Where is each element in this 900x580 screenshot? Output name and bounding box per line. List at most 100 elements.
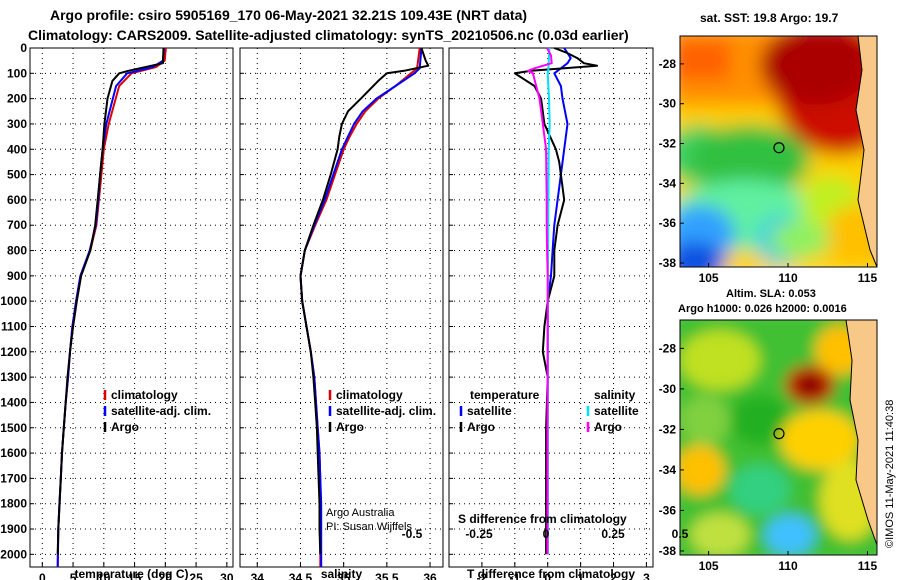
salinity-series-argo [299, 47, 430, 555]
temperature-xtick-label: 20 [159, 571, 173, 580]
diff-s-tick-label: 0.5 [672, 527, 689, 541]
difference-grid [449, 47, 653, 567]
sla-profile-location-marker [773, 428, 785, 440]
temperature-legend-label: satellite-adj. clim. [111, 404, 211, 418]
argo-credit-line: Argo Australia [326, 507, 395, 519]
depth-tick-label: 1500 [0, 421, 27, 435]
temperature-series-argo [56, 47, 165, 555]
sst_map-xtick-label: 110 [778, 271, 798, 285]
argo-credit-line: PI: Susan Wijffels [326, 521, 412, 533]
panel-temperature: 0 5 10 15 20 25 30 temperature (deg C) 0 100 200 30… [0, 41, 234, 580]
diff-legend-salinity-label: Argo [594, 420, 622, 434]
diff-legend-salinity-header: salinity [594, 388, 636, 402]
salinity-legend-label: Argo [336, 420, 364, 434]
sst-profile-location-marker [773, 142, 785, 154]
sla_map-ytick-label: -38 [659, 544, 677, 558]
figure-title-line2: Climatology: CARS2009. Satellite-adjuste… [28, 27, 629, 43]
sst-map-frame [679, 35, 878, 268]
difference-series-s-argo [527, 47, 553, 555]
depth-tick-label: 1300 [0, 370, 27, 384]
salinity-xtick-label: 34 [251, 571, 265, 580]
depth-tick-label: 700 [7, 218, 27, 232]
sla_map-xtick-label: 115 [858, 559, 878, 573]
difference-xtick-label: 3 [643, 571, 650, 580]
sla_map-ytick-label: -30 [659, 382, 677, 396]
difference-frame [448, 47, 654, 568]
depth-tick-label: 1200 [0, 345, 27, 359]
imos-credit: ©IMOS 11-May-2021 11:40:38 [884, 400, 896, 548]
depth-tick-label: 1800 [0, 497, 27, 511]
sla_map-xtick-label: 110 [778, 559, 798, 573]
sla_map-xtick-label: 105 [699, 559, 719, 573]
depth-tick-label: 900 [7, 269, 27, 283]
depth-tick-label: 2000 [0, 547, 27, 561]
difference-xtick-label: -1 [509, 571, 520, 580]
temperature-xlabel: temperature (deg C) [74, 567, 188, 580]
temperature-xtick-label: 25 [189, 571, 203, 580]
difference-xtick-label: 2 [610, 571, 617, 580]
diff-legend-temperature-header: temperature [470, 388, 540, 402]
depth-tick-label: 800 [7, 244, 27, 258]
diff-s-tick-label: 0 [543, 527, 550, 541]
temperature-xtick-label: 30 [220, 571, 234, 580]
diff-legend-temperature-label: Argo [467, 420, 495, 434]
sst-map-title: sat. SST: 19.8 Argo: 19.7 [700, 11, 839, 25]
depth-tick-label: 300 [7, 117, 27, 131]
sla_map-ytick-label: -32 [659, 422, 677, 436]
difference-xtick-label: 0 [544, 571, 551, 580]
depth-tick-label: 200 [7, 92, 27, 106]
sst_map-ytick-label: -38 [659, 256, 677, 270]
temperature-xtick-label: 5 [70, 571, 77, 580]
temperature-frame [29, 47, 234, 568]
salinity-xlabel: salinity [321, 567, 363, 580]
diff-s-tick-label: -0.5 [402, 527, 423, 541]
sst_map-xtick-label: 115 [858, 271, 878, 285]
panel-salinity: 34 34.5 35 35.5 36 salinity climatology satelli… [239, 47, 444, 580]
diff-s-tick-label: -0.25 [465, 527, 493, 541]
salinity-legend-label: satellite-adj. clim. [336, 404, 436, 418]
depth-tick-label: 1100 [1, 319, 27, 333]
salinity-xtick-label: 34.5 [289, 571, 313, 580]
difference-xtick-label: -2 [477, 571, 488, 580]
sla-map [680, 320, 877, 555]
depth-tick-label: 600 [7, 193, 27, 207]
sst_map-ytick-label: -34 [659, 176, 677, 190]
difference-xlabel: T difference from climatology [467, 567, 635, 580]
depth-tick-label: 500 [7, 168, 27, 182]
temperature-xtick-label: 0 [39, 571, 46, 580]
sla_map-ytick-label: -34 [659, 463, 677, 477]
diff-legend-salinity-label: satellite [594, 404, 639, 418]
temperature-legend-label: Argo [111, 420, 139, 434]
figure-title-line1: Argo profile: csiro 5905169_170 06-May-2… [50, 7, 527, 23]
diff-legend-temperature-label: satellite [467, 404, 512, 418]
depth-tick-label: 1000 [0, 294, 27, 308]
salinity-xtick-label: 35.5 [375, 571, 399, 580]
temperature-xtick-label: 10 [97, 571, 111, 580]
temperature-legend-label: climatology [111, 388, 178, 402]
sla-map-frame [679, 319, 878, 556]
sla-map-subtitle: Argo h1000: 0.026 h2000: 0.0016 [678, 303, 847, 315]
panel-difference: -2 -1 0 1 2 3 T difference from climatology tem… [402, 47, 689, 580]
salinity-legend-label: climatology [336, 388, 403, 402]
diff-s-tick-label: 0.25 [601, 527, 625, 541]
sla-map-title: Altim. SLA: 0.053 [726, 288, 816, 300]
depth-tick-label: 1400 [0, 395, 27, 409]
sst_map-ytick-label: -30 [659, 97, 677, 111]
temperature-series-climatology [56, 47, 167, 568]
depth-tick-label: 1600 [0, 446, 27, 460]
sst_map-ytick-label: -36 [659, 216, 677, 230]
difference-series-t-argo [513, 47, 599, 555]
depth-tick-label: 400 [7, 142, 27, 156]
diff-xlabel-salinity: S difference from climatology [458, 512, 627, 526]
depth-tick-label: 0 [20, 41, 27, 55]
temperature-xtick-label: 15 [128, 571, 142, 580]
difference-xtick-label: 1 [577, 571, 584, 580]
sst_map-ytick-label: -28 [659, 57, 677, 71]
sla_map-ytick-label: -28 [659, 341, 677, 355]
salinity-frame [239, 47, 444, 568]
sst_map-xtick-label: 105 [699, 271, 719, 285]
temperature-series-satellite-adj-clim- [56, 47, 166, 568]
sst_map-ytick-label: -32 [659, 137, 677, 151]
sst-map [680, 36, 877, 267]
